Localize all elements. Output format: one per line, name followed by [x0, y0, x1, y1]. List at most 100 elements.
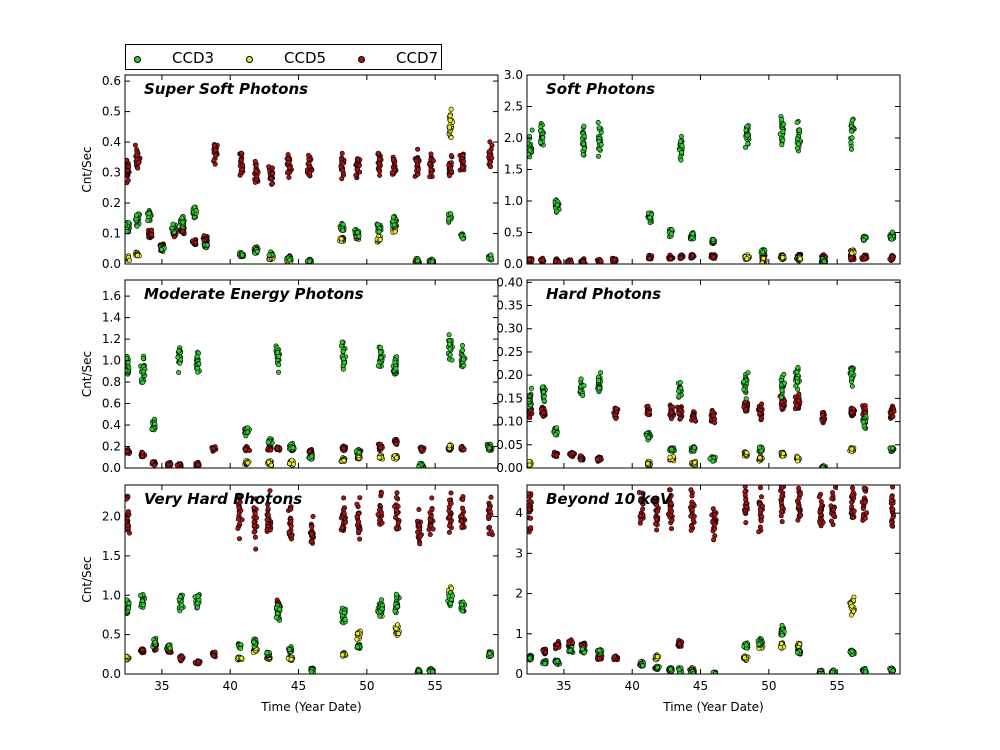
point-ccd5	[797, 256, 803, 262]
panel-4-points	[125, 488, 495, 674]
point-ccd3	[254, 249, 260, 255]
point-ccd7	[235, 516, 241, 522]
point-ccd7	[759, 415, 765, 421]
point-ccd5	[245, 460, 251, 466]
point-ccd3	[779, 117, 785, 123]
point-ccd3	[265, 439, 271, 445]
y-tick-label: 0.25	[496, 345, 523, 359]
point-ccd3	[795, 364, 801, 370]
point-ccd3	[126, 605, 132, 611]
point-ccd5	[527, 462, 533, 468]
point-ccd5	[287, 461, 293, 467]
point-ccd7	[211, 143, 217, 149]
y-tick-label: 0.05	[496, 438, 523, 452]
point-ccd7	[541, 410, 547, 416]
point-ccd3	[195, 604, 201, 610]
point-ccd3	[578, 376, 584, 382]
point-ccd7	[239, 151, 245, 157]
y-tick-label: 0.35	[496, 299, 523, 313]
point-ccd7	[862, 255, 868, 261]
y-tick-label: 2.5	[504, 100, 523, 114]
y-tick-label: 0.6	[102, 397, 121, 411]
point-ccd7	[339, 150, 345, 156]
point-ccd5	[757, 455, 763, 461]
point-ccd5	[289, 457, 295, 463]
point-ccd3	[794, 145, 800, 151]
point-ccd3	[596, 146, 602, 152]
point-ccd3	[449, 357, 455, 363]
point-ccd7	[891, 408, 897, 414]
point-ccd3	[460, 236, 466, 242]
legend-marker-ccd5	[246, 56, 253, 63]
panel-2-points	[125, 332, 495, 468]
point-ccd7	[460, 152, 466, 158]
point-ccd7	[213, 152, 219, 158]
point-ccd3	[276, 362, 282, 368]
point-ccd3	[581, 133, 587, 139]
point-ccd7	[127, 530, 133, 536]
point-ccd7	[668, 410, 674, 416]
point-ccd7	[428, 151, 434, 157]
y-tick-label: 0.4	[102, 135, 121, 149]
point-ccd3	[175, 354, 181, 360]
point-ccd7	[354, 166, 360, 172]
point-ccd3	[580, 141, 586, 147]
point-ccd3	[861, 237, 867, 243]
point-ccd3	[393, 366, 399, 372]
point-ccd3	[745, 370, 751, 376]
point-ccd3	[167, 645, 173, 651]
point-ccd3	[340, 227, 346, 233]
point-ccd5	[338, 236, 344, 242]
point-ccd5	[392, 229, 398, 235]
point-ccd7	[448, 166, 454, 172]
point-ccd3	[528, 385, 534, 391]
y-tick-label: 0.00	[496, 461, 523, 475]
y-tick-label: 0.20	[496, 368, 523, 382]
point-ccd7	[212, 147, 218, 153]
point-ccd3	[275, 369, 281, 375]
point-ccd3	[678, 150, 684, 156]
point-ccd3	[888, 236, 894, 242]
point-ccd3	[541, 394, 547, 400]
point-ccd3	[741, 387, 747, 393]
point-ccd7	[306, 161, 312, 167]
point-ccd5	[448, 135, 454, 141]
point-ccd3	[581, 123, 587, 129]
point-ccd3	[677, 380, 683, 386]
point-ccd5	[127, 257, 133, 263]
legend-label-ccd5: CCD5	[284, 49, 327, 67]
point-ccd7	[668, 416, 674, 422]
point-ccd3	[848, 370, 854, 376]
point-ccd7	[268, 447, 274, 453]
point-ccd3	[780, 137, 786, 143]
point-ccd7	[270, 171, 276, 177]
point-ccd7	[239, 157, 245, 163]
point-ccd7	[251, 529, 257, 535]
point-ccd3	[795, 141, 801, 147]
point-ccd3	[743, 127, 749, 133]
point-ccd7	[356, 163, 362, 169]
point-ccd3	[459, 342, 465, 348]
legend: CCD3 CCD5 CCD7	[125, 44, 442, 70]
point-ccd7	[676, 410, 682, 416]
panel-title: Super Soft Photons	[144, 80, 308, 98]
legend-label-ccd3: CCD3	[172, 49, 215, 67]
point-ccd7	[487, 139, 493, 145]
point-ccd7	[413, 158, 419, 164]
point-ccd7	[646, 409, 652, 415]
point-ccd3	[710, 458, 716, 464]
panel-title: Moderate Energy Photons	[144, 285, 364, 303]
point-ccd3	[745, 141, 751, 147]
point-ccd7	[779, 405, 785, 411]
point-ccd7	[253, 496, 259, 502]
point-ccd5	[135, 252, 141, 258]
point-ccd3	[245, 425, 251, 431]
point-ccd7	[598, 258, 604, 264]
point-ccd5	[448, 106, 454, 112]
point-ccd5	[447, 117, 453, 123]
panel-2-frame	[124, 279, 499, 469]
point-ccd7	[553, 258, 559, 264]
panel-1-frame	[526, 74, 901, 265]
point-ccd7	[174, 462, 180, 468]
